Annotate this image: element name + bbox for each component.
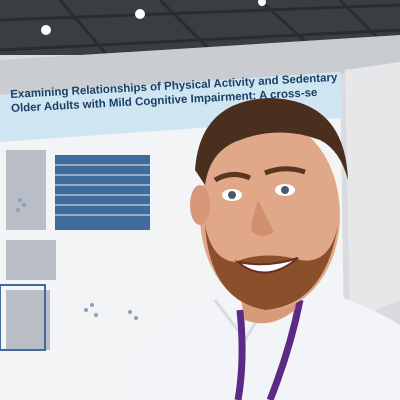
shirt — [120, 285, 400, 400]
poster-text-blocks — [6, 150, 56, 350]
lanyard — [234, 309, 246, 400]
ceiling-lights — [41, 0, 266, 35]
eyebrow-left — [213, 172, 252, 183]
smile — [234, 257, 299, 274]
nose — [251, 200, 274, 236]
lanyard-right — [266, 299, 304, 400]
iris-right — [281, 186, 289, 194]
ear — [190, 185, 210, 225]
poster-header — [0, 72, 342, 142]
eyebrow-right — [264, 166, 306, 176]
wall-top-rail — [0, 35, 400, 95]
poster-table-rows — [55, 164, 150, 216]
iris-left — [228, 191, 236, 199]
poster-callout-box — [0, 284, 46, 351]
side-panel — [345, 62, 400, 320]
poster-table — [55, 155, 150, 230]
hair — [195, 98, 348, 185]
poster-scatter-plots — [16, 198, 138, 320]
ceiling-truss — [0, 0, 400, 71]
